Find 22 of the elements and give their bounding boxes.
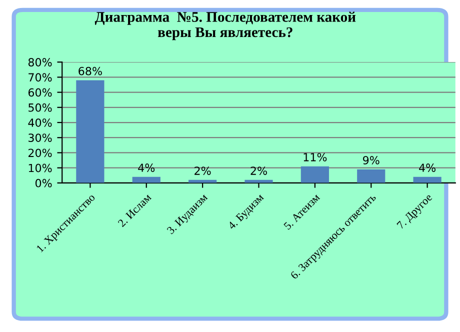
- chart-title: Диаграмма №5. Последователем какой веры Вы являетесь?: [94, 12, 356, 40]
- data-label: 2%: [250, 166, 267, 175]
- data-label: 4%: [138, 164, 155, 172]
- bar: [76, 80, 104, 183]
- y-tick-label: 50%: [28, 103, 52, 112]
- y-tick-label: 80%: [28, 58, 52, 66]
- y-tick-label: 20%: [28, 148, 52, 158]
- y-tick-label: 10%: [28, 164, 52, 172]
- data-label: 68%: [78, 66, 102, 76]
- data-label: 9%: [363, 156, 380, 164]
- y-tick-label: 70%: [28, 73, 52, 82]
- bar: [300, 166, 329, 183]
- data-label: 2%: [194, 166, 211, 175]
- y-tick-label: 60%: [28, 88, 52, 97]
- data-label: 4%: [419, 164, 436, 172]
- y-tick-label: 0%: [35, 178, 52, 188]
- bar: [413, 176, 442, 183]
- bar: [132, 176, 160, 183]
- data-label: 11%: [304, 152, 327, 162]
- y-tick-label: 30%: [28, 134, 52, 142]
- bar: [357, 169, 386, 183]
- y-tick-label: 40%: [28, 118, 52, 127]
